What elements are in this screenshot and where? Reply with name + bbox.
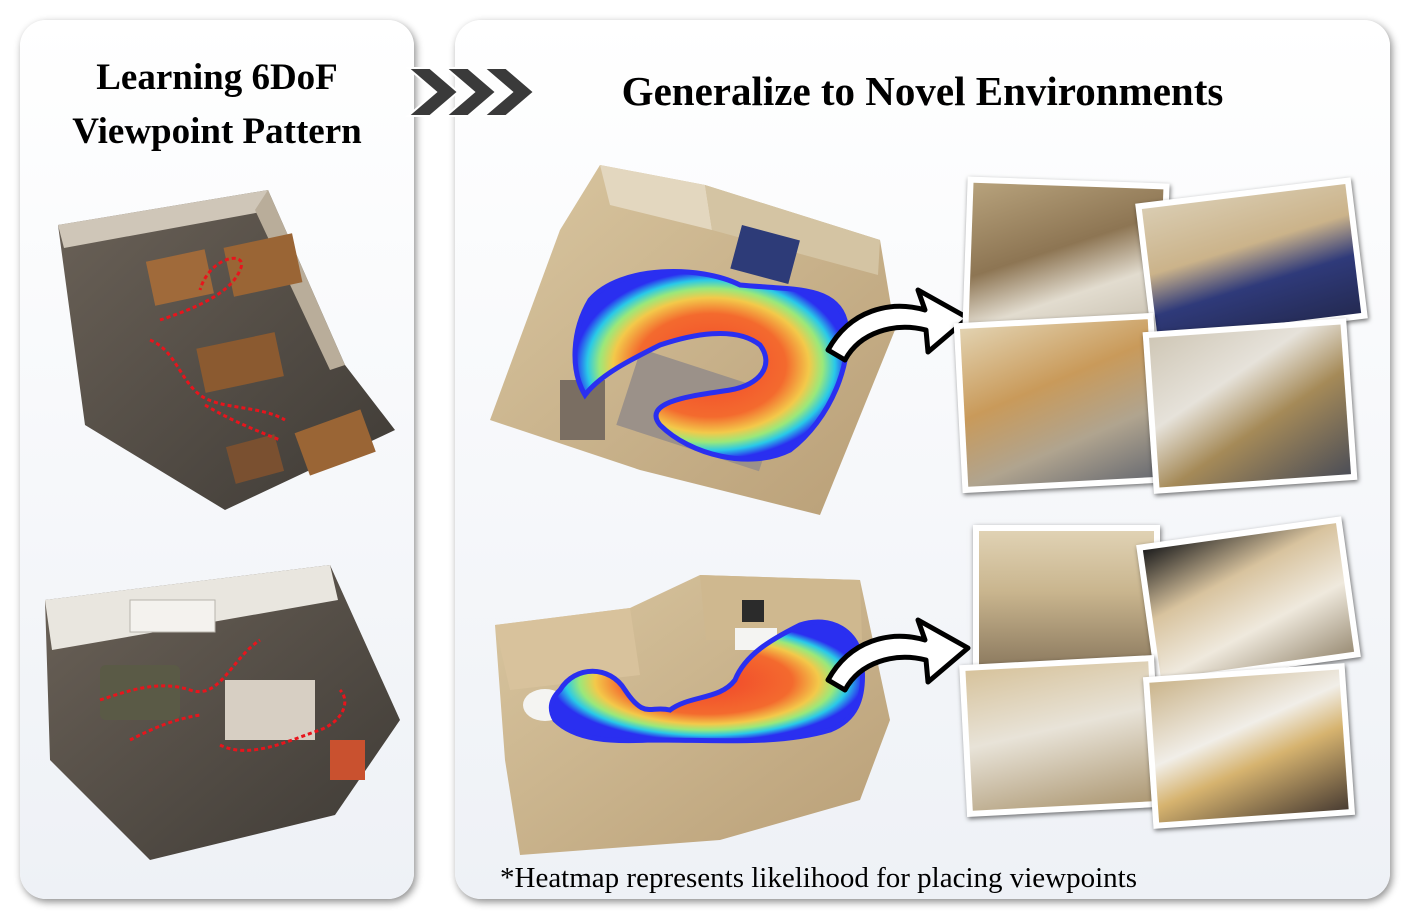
rendered-view-photo: [973, 525, 1160, 672]
triple-chevron-right-icon: [405, 67, 536, 117]
viewpoint-trajectory-2: [99, 638, 347, 752]
rendered-view-photo: [1136, 516, 1361, 686]
heatmap-footnote: *Heatmap represents likelihood for placi…: [500, 862, 1138, 894]
rendered-view-photo: [959, 655, 1162, 817]
left-title-line2: Viewpoint Pattern: [72, 111, 362, 152]
heatmap-bathroom: [548, 619, 866, 744]
viewpoint-trajectory-1: [149, 256, 286, 442]
rendered-view-photo: [962, 176, 1170, 336]
curved-arrow-icon-2: [825, 617, 971, 693]
novel-scene-apartment: [490, 165, 971, 515]
learned-scene-2: [45, 565, 400, 860]
heatmap-apartment: [572, 268, 850, 462]
rendered-view-photo: [1142, 318, 1358, 494]
rendered-view-photo: [953, 312, 1163, 494]
left-title-line1: Learning 6DoF: [96, 57, 338, 98]
novel-scene-bathroom: [495, 575, 971, 855]
right-title: Generalize to Novel Environments: [621, 68, 1224, 114]
rendered-view-photo: [1142, 663, 1356, 829]
learned-scene-1: [58, 190, 395, 510]
